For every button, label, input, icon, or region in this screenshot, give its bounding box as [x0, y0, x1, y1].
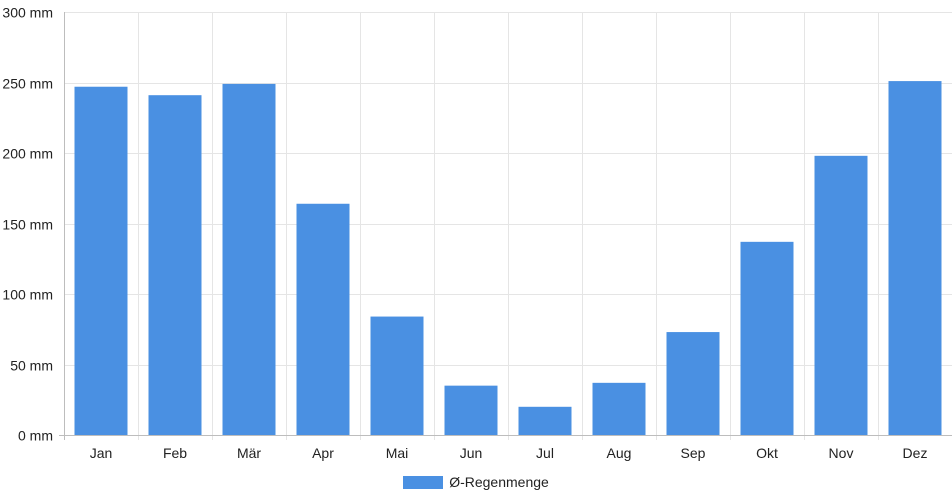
x-axis-tick-labels: Jan Feb Mär Apr Mai Jun Jul Aug Sep Okt Nov Dez	[90, 445, 928, 461]
x-tick-label: Okt	[756, 445, 778, 461]
bars	[74, 81, 942, 435]
bar-mär	[222, 83, 276, 435]
bar-jun	[444, 385, 498, 435]
x-tick-label: Jul	[536, 445, 554, 461]
bar-jan	[74, 86, 128, 435]
bar-jul	[518, 406, 572, 435]
x-tick-label: Dez	[903, 445, 928, 461]
legend: Ø-Regenmenge	[0, 472, 952, 492]
legend-label: Ø-Regenmenge	[449, 474, 549, 490]
bar-feb	[148, 95, 202, 435]
y-tick-label: 100 mm	[2, 287, 53, 303]
y-tick-label: 50 mm	[10, 358, 53, 374]
y-tick-label: 300 mm	[2, 5, 53, 21]
x-tick-label: Apr	[312, 445, 334, 461]
x-tick-label: Nov	[829, 445, 854, 461]
x-tick-label: Sep	[681, 445, 706, 461]
grid	[64, 12, 952, 440]
x-tick-label: Jan	[90, 445, 113, 461]
bar-apr	[296, 203, 350, 435]
bar-dez	[888, 81, 942, 435]
bar-aug	[592, 382, 646, 435]
x-tick-label: Jun	[460, 445, 483, 461]
x-tick-label: Mai	[386, 445, 409, 461]
y-tick-label: 200 mm	[2, 146, 53, 162]
x-tick-label: Aug	[607, 445, 632, 461]
y-tick-label: 250 mm	[2, 76, 53, 92]
bar-sep	[666, 332, 720, 435]
y-tick-label: 0 mm	[18, 428, 53, 444]
bar-mai	[370, 316, 424, 435]
x-tick-label: Mär	[237, 445, 261, 461]
legend-swatch	[403, 475, 444, 489]
axes	[59, 12, 952, 440]
bar-okt	[740, 241, 794, 435]
bar-nov	[814, 155, 868, 435]
y-axis-tick-labels: 0 mm 50 mm 100 mm 150 mm 200 mm 250 mm 300 mm	[2, 5, 53, 444]
x-tick-label: Feb	[163, 445, 187, 461]
y-tick-label: 150 mm	[2, 217, 53, 233]
